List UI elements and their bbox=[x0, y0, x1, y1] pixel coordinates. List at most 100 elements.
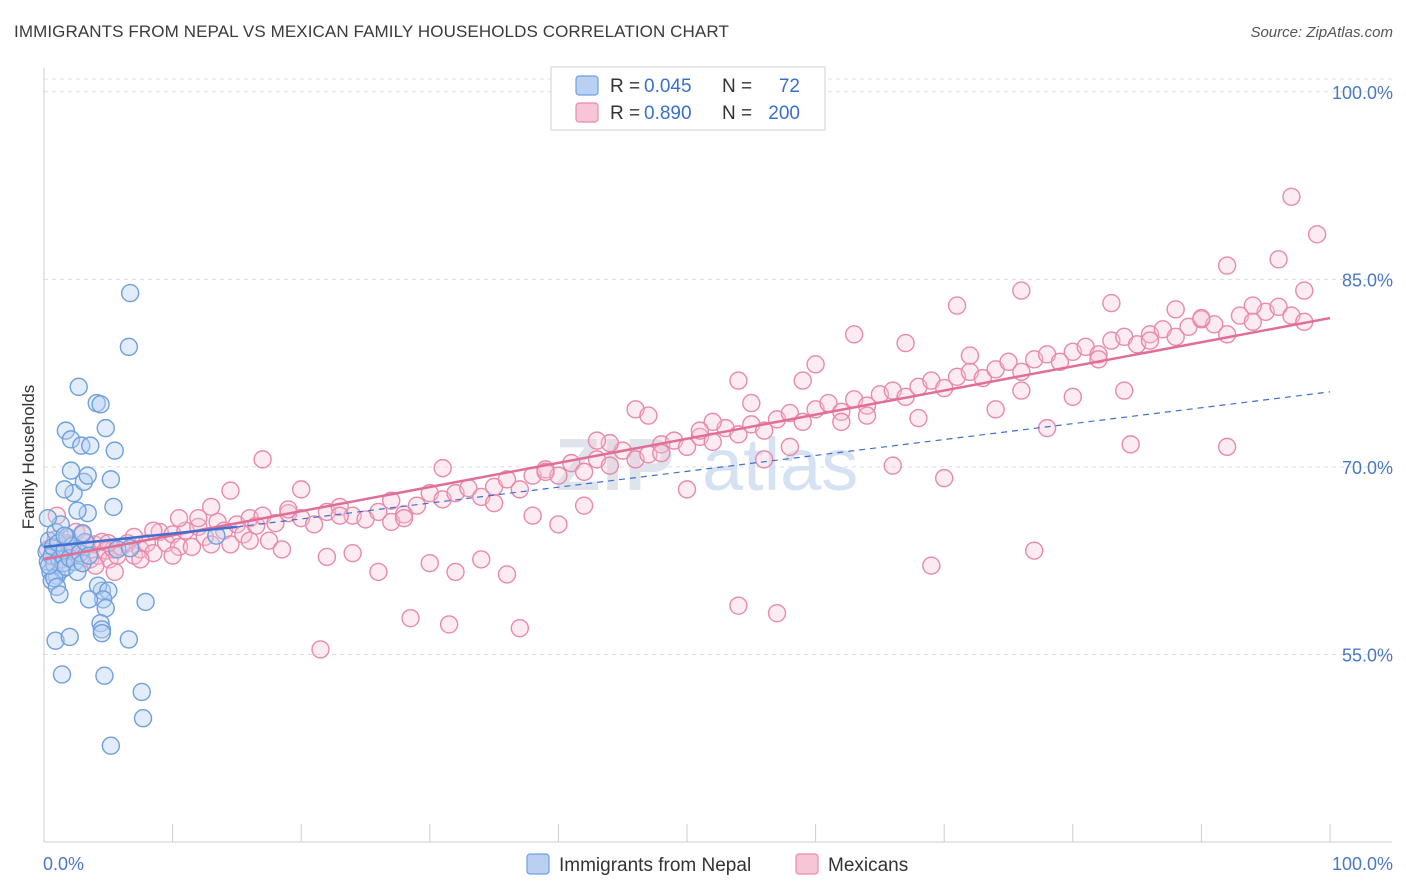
nepal-point bbox=[69, 377, 88, 397]
mexicans-point bbox=[343, 543, 362, 563]
nepal-point bbox=[105, 441, 124, 460]
mexicans-point bbox=[401, 608, 420, 628]
nepal-trend-extension bbox=[236, 391, 1331, 528]
nepal-point bbox=[96, 418, 115, 438]
mexicans-point bbox=[1192, 308, 1211, 328]
nepal-point bbox=[38, 508, 58, 528]
legend-r-value: 0.890 bbox=[644, 103, 692, 124]
nepal-trend-line bbox=[43, 525, 238, 549]
y-tick-label: 100.0% bbox=[1332, 83, 1393, 103]
legend-label-nepal[interactable]: Immigrants from Nepal bbox=[559, 855, 751, 876]
legend-swatch-nepal bbox=[575, 75, 599, 96]
nepal-point bbox=[133, 709, 153, 728]
mexicans-point bbox=[1166, 300, 1185, 319]
mexicans-point bbox=[253, 450, 272, 469]
nepal-point bbox=[56, 421, 76, 440]
mexicans-point bbox=[272, 540, 292, 559]
mexicans-point bbox=[600, 456, 620, 475]
mexicans-point bbox=[639, 406, 658, 425]
source-label: Source: ZipAtlas.com bbox=[1250, 24, 1393, 41]
mexicans-point bbox=[844, 325, 864, 344]
mexicans-point bbox=[163, 546, 182, 565]
mexicans-point bbox=[472, 550, 491, 569]
series-legend: Immigrants from Nepal Mexicans bbox=[526, 853, 908, 876]
mexicans-point bbox=[510, 480, 530, 499]
mexicans-point bbox=[304, 515, 324, 534]
mexicans-point bbox=[677, 480, 697, 499]
mexicans-point bbox=[131, 550, 150, 569]
nepal-point bbox=[55, 480, 74, 499]
legend-n-value: 72 bbox=[779, 76, 800, 97]
nepal-point bbox=[79, 590, 99, 609]
mexicans-point bbox=[587, 431, 607, 450]
mexicans-point bbox=[729, 596, 748, 615]
x-tick-label: 0.0% bbox=[43, 854, 84, 874]
mexicans-point bbox=[960, 346, 980, 365]
tick-labels: 55.0% 70.0% 85.0% 100.0% 0.0% 100.0% bbox=[43, 83, 1393, 874]
legend-r-label: R = bbox=[610, 103, 640, 124]
y-tick-label: 55.0% bbox=[1342, 645, 1393, 665]
mexicans-point bbox=[1140, 331, 1160, 350]
mexicans-point bbox=[793, 371, 812, 390]
mexicans-point bbox=[780, 437, 800, 457]
mexicans-point bbox=[394, 508, 414, 528]
mexicans-point bbox=[999, 352, 1018, 372]
mexicans-point bbox=[311, 640, 330, 659]
mexicans-point bbox=[407, 496, 427, 515]
mexicans-point bbox=[536, 462, 555, 482]
legend-swatch-nepal[interactable] bbox=[526, 853, 550, 875]
x-tick-label: 100.0% bbox=[1332, 854, 1393, 874]
mexicans-point bbox=[382, 491, 401, 510]
nepal-point bbox=[81, 436, 100, 455]
mexicans-point bbox=[947, 296, 967, 315]
legend-n-label: N = bbox=[722, 76, 752, 97]
chart-title: IMMIGRANTS FROM NEPAL VS MEXICAN FAMILY … bbox=[14, 22, 729, 41]
mexicans-point bbox=[935, 468, 954, 488]
mexicans-point bbox=[767, 603, 787, 623]
nepal-point bbox=[91, 395, 110, 414]
mexicans-point bbox=[292, 480, 311, 499]
legend-n-value: 200 bbox=[768, 103, 800, 124]
mexicans-point bbox=[497, 470, 517, 489]
nepal-point bbox=[101, 736, 121, 755]
mexicans-point bbox=[420, 553, 439, 573]
nepal-point bbox=[88, 576, 108, 595]
mexicans-point bbox=[729, 371, 748, 390]
mexicans-point bbox=[883, 456, 902, 475]
stats-legend: R = 0.045 N = 72 R = 0.890 N = 200 bbox=[550, 66, 826, 131]
nepal-point bbox=[73, 523, 92, 543]
mexicans-point bbox=[1217, 256, 1237, 275]
mexicans-point bbox=[169, 508, 189, 528]
nepal-point bbox=[73, 553, 92, 573]
mexicans-point bbox=[1243, 312, 1263, 332]
legend-label-mexicans[interactable]: Mexicans bbox=[828, 855, 908, 876]
nepal-point bbox=[92, 623, 112, 643]
mexicans-point bbox=[221, 535, 240, 554]
axes bbox=[43, 68, 1392, 843]
mexicans-point bbox=[446, 562, 465, 582]
mexicans-point bbox=[439, 615, 459, 634]
mexicans-point bbox=[754, 421, 774, 440]
trend-lines bbox=[43, 316, 1331, 561]
mexicans-point bbox=[1115, 381, 1134, 400]
nepal-point bbox=[104, 497, 123, 517]
nepal-point bbox=[119, 630, 139, 649]
mexicans-point bbox=[484, 493, 504, 513]
mexicans-point bbox=[510, 618, 530, 638]
legend-swatch-mexicans[interactable] bbox=[795, 853, 819, 875]
mexicans-point bbox=[182, 537, 202, 557]
legend-n-label: N = bbox=[722, 103, 752, 124]
nepal-point bbox=[68, 501, 87, 520]
mexicans-point bbox=[317, 547, 337, 567]
mexicans-point bbox=[806, 355, 825, 374]
nepal-point bbox=[119, 337, 139, 357]
nepal-point bbox=[68, 562, 87, 582]
legend-r-label: R = bbox=[610, 76, 640, 97]
mexicans-point bbox=[369, 562, 388, 582]
watermark: ZIP atlas bbox=[555, 423, 858, 506]
mexicans-point bbox=[105, 562, 124, 582]
nepal-point bbox=[61, 430, 81, 449]
mexicans-point bbox=[780, 403, 800, 423]
mexicans-point bbox=[1050, 352, 1070, 372]
